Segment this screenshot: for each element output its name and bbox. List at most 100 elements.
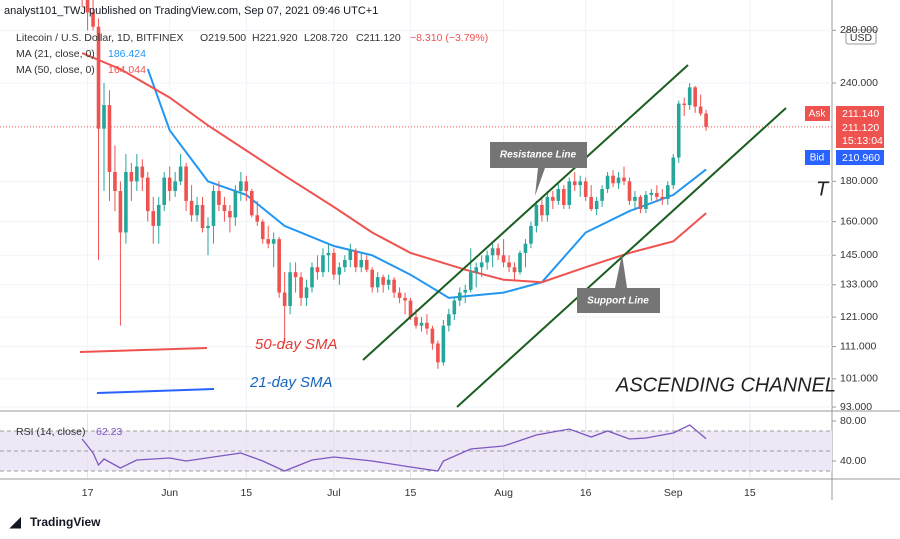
bid: Bid [810, 153, 824, 164]
candle-body [518, 252, 522, 273]
candle-body [310, 267, 314, 288]
annotation: 21-day SMA [249, 374, 333, 391]
candle-body [594, 200, 599, 210]
last-price: 211.120 [842, 122, 879, 134]
y-tick-label: 101.000 [840, 373, 878, 385]
candle-body [676, 103, 681, 158]
x-tick-label: 17 [82, 487, 94, 499]
candle-body [332, 252, 336, 275]
x-tick-label: Aug [494, 487, 513, 499]
candle-body [359, 260, 364, 268]
candle-body [419, 322, 424, 326]
candle-body [644, 194, 648, 210]
candle-body [178, 166, 183, 182]
x-tick-label: Jun [161, 487, 178, 499]
candle-body [660, 196, 665, 199]
annotation: Resistance Line [500, 150, 577, 161]
currency: USD [850, 32, 873, 44]
candle-body [326, 252, 331, 256]
legend-entry: MA (21, close, 0) [16, 48, 95, 60]
bid-tag [836, 150, 884, 165]
legend-value: 164.044 [108, 64, 146, 76]
candle-body [195, 204, 199, 216]
candle-body [293, 272, 298, 278]
rsi-legend: RSI (14, close) [16, 426, 85, 438]
ma-line [81, 52, 707, 284]
candle-body [414, 317, 418, 326]
candle-body [512, 267, 517, 273]
ohlc: H221.920 [252, 32, 298, 44]
candle-body [561, 189, 566, 205]
candle-body [353, 250, 358, 268]
candle-body [381, 277, 385, 285]
candle-body [633, 196, 637, 201]
candle-body [698, 106, 703, 114]
candle-body [364, 260, 369, 270]
ask: Ask [809, 109, 827, 120]
upper-channel [362, 64, 689, 361]
candle-body [572, 181, 577, 186]
candle-body [600, 189, 604, 201]
header: analyst101_TWJ published on TradingView.… [4, 5, 378, 17]
candle-body [392, 279, 396, 293]
ask-tag [805, 106, 830, 121]
candle-body [96, 26, 101, 129]
candle-body [490, 248, 495, 256]
candle-body [403, 297, 407, 301]
candle-body [583, 181, 588, 197]
candle-body [260, 221, 265, 240]
candle-body [436, 343, 440, 363]
candle-body [578, 181, 583, 186]
candle-body [589, 196, 593, 210]
candle-body [616, 177, 621, 184]
candle-body [337, 267, 342, 275]
ma-line [146, 68, 707, 299]
ohlc: O219.500 [200, 32, 246, 44]
candle-body [91, 12, 95, 27]
ohlc: L208.720 [304, 32, 348, 44]
candle-body [233, 190, 238, 218]
candle-body [211, 190, 216, 226]
annotation: 50-day SMA [255, 336, 338, 353]
symbol: Litecoin / U.S. Dollar, 1D, BITFINEX [16, 32, 183, 44]
candle-body [151, 211, 156, 226]
candle-body [682, 103, 687, 106]
candle-body [551, 196, 555, 201]
rsi-pane [0, 413, 832, 478]
sma-swatch [96, 388, 215, 394]
rsi-line [81, 424, 707, 472]
price-pane [0, 0, 832, 410]
y-tick-label: 111.000 [840, 340, 877, 352]
candle-body [244, 181, 249, 191]
y-tick-label: 160.000 [840, 215, 878, 227]
candle-body [343, 260, 347, 268]
candle-body [468, 272, 473, 290]
candle-body [370, 269, 375, 288]
candle-body [348, 250, 353, 261]
candle-body [479, 262, 484, 268]
bid-value: 210.960 [842, 152, 880, 164]
candle-body [102, 105, 106, 129]
x-tick-label: 15 [744, 487, 756, 499]
annotation: Support Line [587, 296, 649, 307]
candle-body [107, 105, 112, 172]
candle-body [266, 239, 271, 244]
y-tick-label: 180.000 [840, 175, 878, 187]
candle-body [249, 190, 254, 216]
candle-body [463, 289, 468, 293]
candle-body [534, 204, 539, 226]
candle-body [162, 177, 167, 205]
ohlc: C211.120 [356, 32, 401, 44]
y-tick-label: 280.000 [840, 24, 878, 36]
change: −8.310 (−3.79%) [410, 32, 488, 44]
candle-body [441, 325, 446, 363]
candle-body [184, 166, 188, 201]
candle-body [124, 171, 128, 233]
candle-body [496, 248, 500, 256]
candle-body [671, 157, 676, 186]
candle-body [189, 200, 194, 216]
candle-body [501, 255, 506, 263]
candle-body [173, 181, 177, 191]
candle-body [239, 181, 243, 191]
